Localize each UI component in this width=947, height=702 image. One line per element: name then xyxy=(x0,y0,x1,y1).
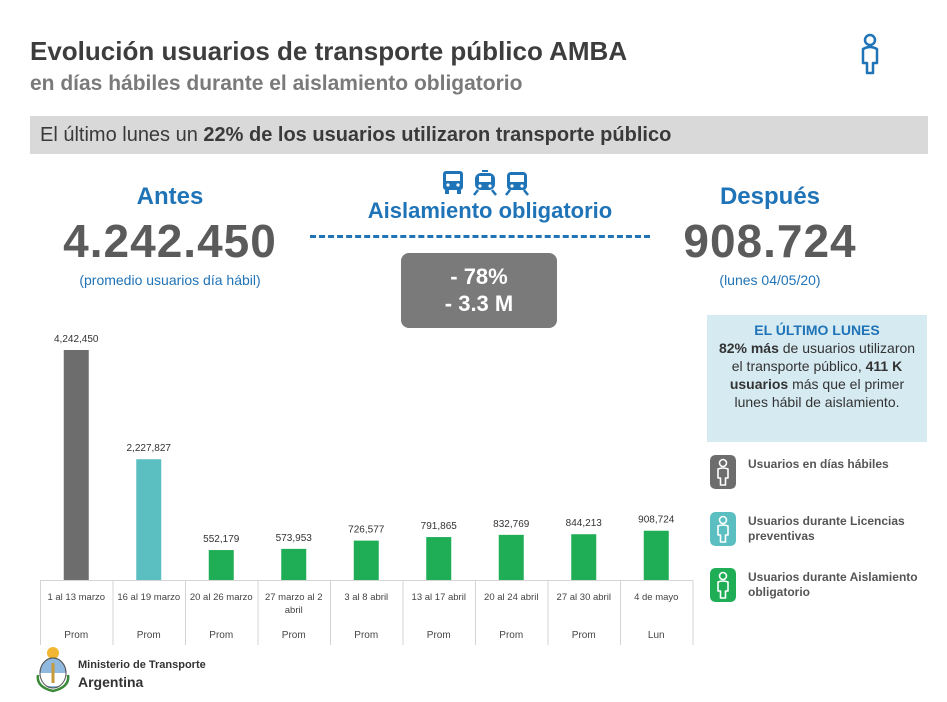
delta-percent: - 78% xyxy=(450,264,508,289)
argentina-coat-of-arms-logo xyxy=(36,647,70,693)
x-subcategory-label: Prom xyxy=(209,630,233,641)
x-tick-label: 13 al 17 abril xyxy=(412,592,466,603)
chart-bar xyxy=(208,550,234,580)
x-subcategory-label: Prom xyxy=(354,630,378,641)
bar-value-label: 2,227,827 xyxy=(127,443,172,454)
despues-label: Después xyxy=(719,183,821,210)
info-bold-1: 82% más xyxy=(718,340,779,356)
info-text-1: de usuarios utilizaron el transporte púb… xyxy=(731,340,916,374)
banner-text: El último lunes un 22% de los usuarios u… xyxy=(40,124,671,147)
chart-bar xyxy=(426,537,452,580)
banner-prefix: El último lunes un xyxy=(40,124,204,146)
info-text-2: más que el primer lunes hábil de aislami… xyxy=(734,376,905,410)
legend-label: Usuarios durante Aislamiento obligatorio xyxy=(748,570,918,599)
subway-icon xyxy=(505,172,529,196)
info-body: 82% más de usuarios utilizaron el transp… xyxy=(715,339,919,411)
legend-label: Usuarios en días hábiles xyxy=(748,457,889,471)
antes-note: (promedio usuarios día hábil) xyxy=(79,272,261,288)
legend-item-aislamiento: Usuarios durante Aislamiento obligatorio xyxy=(710,568,930,604)
x-subcategory-label: Prom xyxy=(137,630,161,641)
chart-bar xyxy=(281,548,307,580)
chart-bar xyxy=(643,530,669,580)
delta-absolute: - 3.3 M xyxy=(444,291,514,316)
despues-note: (lunes 04/05/20) xyxy=(719,272,821,288)
delta-box: - 78% - 3.3 M xyxy=(401,253,557,328)
x-tick-label: 27 marzo al 2 abril xyxy=(265,592,323,616)
page-subtitle: en días hábiles durante el aislamiento o… xyxy=(30,72,523,95)
bar-value-label: 791,865 xyxy=(421,521,458,532)
chart-bar xyxy=(498,534,524,580)
summary-banner: El último lunes un 22% de los usuarios u… xyxy=(30,116,928,154)
person-icon xyxy=(861,33,879,75)
bar-value-label: 4,242,450 xyxy=(54,334,99,345)
antes-label: Antes xyxy=(136,183,204,210)
info-heading: EL ÚLTIMO LUNES xyxy=(754,322,880,338)
bar-value-label: 844,213 xyxy=(566,518,603,529)
x-subcategory-label: Prom xyxy=(64,630,88,641)
x-subcategory-label: Prom xyxy=(282,630,306,641)
ministry-name: Ministerio de Transporte xyxy=(78,659,206,671)
info-bold-2: 411 K usuarios xyxy=(729,358,903,392)
legend-item-licencias: Usuarios durante Licencias preventivas xyxy=(710,512,930,548)
x-tick-label: 16 al 19 marzo xyxy=(117,592,180,603)
person-icon xyxy=(710,455,736,489)
page-title: Evolución usuarios de transporte público… xyxy=(30,36,628,66)
x-tick-label: 4 de mayo xyxy=(634,592,678,603)
bar-value-label: 726,577 xyxy=(348,525,385,536)
x-tick-label: 20 al 24 abril xyxy=(484,592,538,603)
legend-item-dias-habiles: Usuarios en días hábiles xyxy=(710,455,930,491)
bus-icon xyxy=(443,171,463,194)
x-tick-label: 20 al 26 marzo xyxy=(190,592,253,603)
antes-value: 4.242.450 xyxy=(63,215,277,267)
banner-highlight: 22% de los usuarios utilizaron transport… xyxy=(203,124,672,146)
x-tick-label: 1 al 13 marzo xyxy=(47,592,105,603)
country-name: Argentina xyxy=(78,674,144,690)
train-icon xyxy=(473,170,497,196)
despues-value: 908.724 xyxy=(683,215,857,267)
bar-value-label: 573,953 xyxy=(276,533,313,544)
x-subcategory-label: Prom xyxy=(427,630,451,641)
person-icon xyxy=(710,512,736,546)
transit-icons xyxy=(443,170,529,196)
x-subcategory-label: Prom xyxy=(499,630,523,641)
bar-chart: 4,242,450 1 al 13 marzo Prom 2,227,827 16 al… xyxy=(40,334,694,645)
chart-bar xyxy=(63,350,89,580)
legend-label: Usuarios durante Licencias preventivas xyxy=(748,514,905,543)
bar-value-label: 908,724 xyxy=(638,515,675,526)
x-tick-label: 3 al 8 abril xyxy=(344,592,388,603)
x-subcategory-label: Prom xyxy=(572,630,596,641)
chart-bar xyxy=(571,534,597,580)
aislamiento-label: Aislamiento obligatorio xyxy=(367,198,613,223)
chart-bar xyxy=(353,540,379,580)
chart-bar xyxy=(136,459,162,580)
bar-value-label: 552,179 xyxy=(203,534,240,545)
dashed-divider xyxy=(310,235,650,238)
x-tick-label: 27 al 30 abril xyxy=(557,592,611,603)
x-subcategory-label: Lun xyxy=(648,630,665,641)
info-box: EL ÚLTIMO LUNES 82% más de usuarios util… xyxy=(707,315,927,442)
person-icon xyxy=(710,568,736,602)
bar-value-label: 832,769 xyxy=(493,519,530,530)
